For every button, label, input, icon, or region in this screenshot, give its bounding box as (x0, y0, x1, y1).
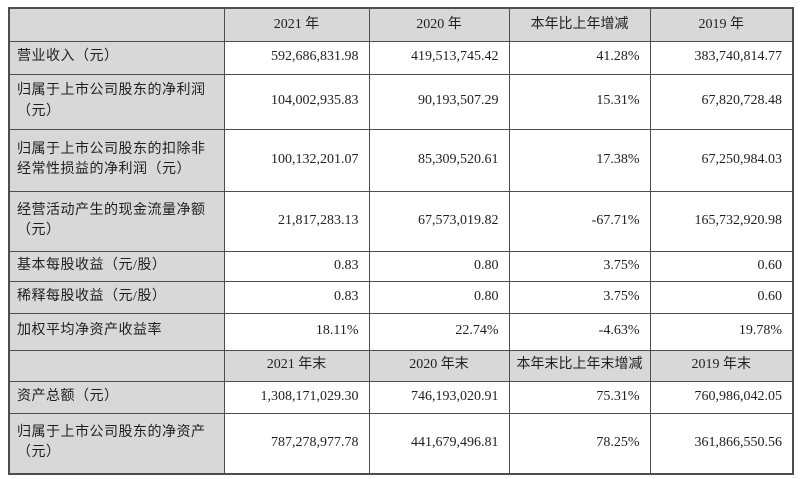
row-label-cell: 营业收入（元） (8, 40, 225, 75)
value-cell-2019: 383,740,814.77 (649, 40, 794, 75)
value-cell-2020: 67,573,019.82 (368, 190, 510, 252)
header-row-year: 2021 年 2020 年 本年比上年增减 2019 年 (8, 7, 794, 42)
value-cell-change: -4.63% (508, 312, 651, 351)
header-empty-cell (8, 7, 225, 42)
header-2019-end: 2019 年末 (649, 349, 794, 382)
table-row-diluted-eps: 稀释每股收益（元/股） 0.83 0.80 3.75% 0.60 (8, 280, 794, 314)
row-label-cell: 归属于上市公司股东的净利润（元） (8, 73, 225, 130)
value-cell-2019: 19.78% (649, 312, 794, 351)
value-cell-2019: 165,732,920.98 (649, 190, 794, 252)
financial-summary-table: 2021 年 2020 年 本年比上年增减 2019 年 营业收入（元） 592… (8, 7, 794, 475)
value-cell-2020: 90,193,507.29 (368, 73, 510, 130)
row-label-cell: 归属于上市公司股东的净资产（元） (8, 412, 225, 475)
row-label-cell: 资产总额（元） (8, 380, 225, 414)
table-row-net-profit: 归属于上市公司股东的净利润（元） 104,002,935.83 90,193,5… (8, 73, 794, 130)
value-cell-2020: 441,679,496.81 (368, 412, 510, 475)
header-empty-cell (8, 349, 225, 382)
row-label-cell: 归属于上市公司股东的扣除非经常性损益的净利润（元） (8, 128, 225, 192)
row-label-cell: 基本每股收益（元/股） (8, 250, 225, 282)
value-cell-2020: 419,513,745.42 (368, 40, 510, 75)
value-cell-change: 75.31% (508, 380, 651, 414)
table-row-net-assets: 归属于上市公司股东的净资产（元） 787,278,977.78 441,679,… (8, 412, 794, 475)
value-cell-change: 3.75% (508, 280, 651, 314)
header-2020-end: 2020 年末 (368, 349, 510, 382)
value-cell-2021: 100,132,201.07 (223, 128, 370, 192)
value-cell-change: 78.25% (508, 412, 651, 475)
header-2020: 2020 年 (368, 7, 510, 42)
value-cell-2021: 1,308,171,029.30 (223, 380, 370, 414)
table-row-total-assets: 资产总额（元） 1,308,171,029.30 746,193,020.91 … (8, 380, 794, 414)
value-cell-change: 17.38% (508, 128, 651, 192)
header-2021-end: 2021 年末 (223, 349, 370, 382)
row-label-cell: 加权平均净资产收益率 (8, 312, 225, 351)
value-cell-2021: 0.83 (223, 250, 370, 282)
value-cell-2019: 67,250,984.03 (649, 128, 794, 192)
value-cell-change: 41.28% (508, 40, 651, 75)
header-2021: 2021 年 (223, 7, 370, 42)
value-cell-2021: 592,686,831.98 (223, 40, 370, 75)
value-cell-2020: 0.80 (368, 280, 510, 314)
table-row-operating-cash-flow: 经营活动产生的现金流量净额（元） 21,817,283.13 67,573,01… (8, 190, 794, 252)
value-cell-2019: 361,866,550.56 (649, 412, 794, 475)
row-label-cell: 稀释每股收益（元/股） (8, 280, 225, 314)
value-cell-2020: 85,309,520.61 (368, 128, 510, 192)
value-cell-2021: 104,002,935.83 (223, 73, 370, 130)
row-label-cell: 经营活动产生的现金流量净额（元） (8, 190, 225, 252)
value-cell-change: 15.31% (508, 73, 651, 130)
value-cell-2021: 21,817,283.13 (223, 190, 370, 252)
value-cell-2021: 787,278,977.78 (223, 412, 370, 475)
value-cell-change: -67.71% (508, 190, 651, 252)
value-cell-2019: 0.60 (649, 250, 794, 282)
header-yearend-change: 本年末比上年末增减 (508, 349, 651, 382)
value-cell-2020: 0.80 (368, 250, 510, 282)
table-row-weighted-avg-roe: 加权平均净资产收益率 18.11% 22.74% -4.63% 19.78% (8, 312, 794, 351)
value-cell-2021: 18.11% (223, 312, 370, 351)
table-row-basic-eps: 基本每股收益（元/股） 0.83 0.80 3.75% 0.60 (8, 250, 794, 282)
value-cell-2019: 67,820,728.48 (649, 73, 794, 130)
header-2019: 2019 年 (649, 7, 794, 42)
value-cell-2021: 0.83 (223, 280, 370, 314)
value-cell-2019: 760,986,042.05 (649, 380, 794, 414)
value-cell-change: 3.75% (508, 250, 651, 282)
table-row-revenue: 营业收入（元） 592,686,831.98 419,513,745.42 41… (8, 40, 794, 75)
value-cell-2020: 746,193,020.91 (368, 380, 510, 414)
value-cell-2020: 22.74% (368, 312, 510, 351)
table-row-net-profit-excl-nonrecurring: 归属于上市公司股东的扣除非经常性损益的净利润（元） 100,132,201.07… (8, 128, 794, 192)
header-yoy-change: 本年比上年增减 (508, 7, 651, 42)
header-row-yearend: 2021 年末 2020 年末 本年末比上年末增减 2019 年末 (8, 349, 794, 382)
value-cell-2019: 0.60 (649, 280, 794, 314)
